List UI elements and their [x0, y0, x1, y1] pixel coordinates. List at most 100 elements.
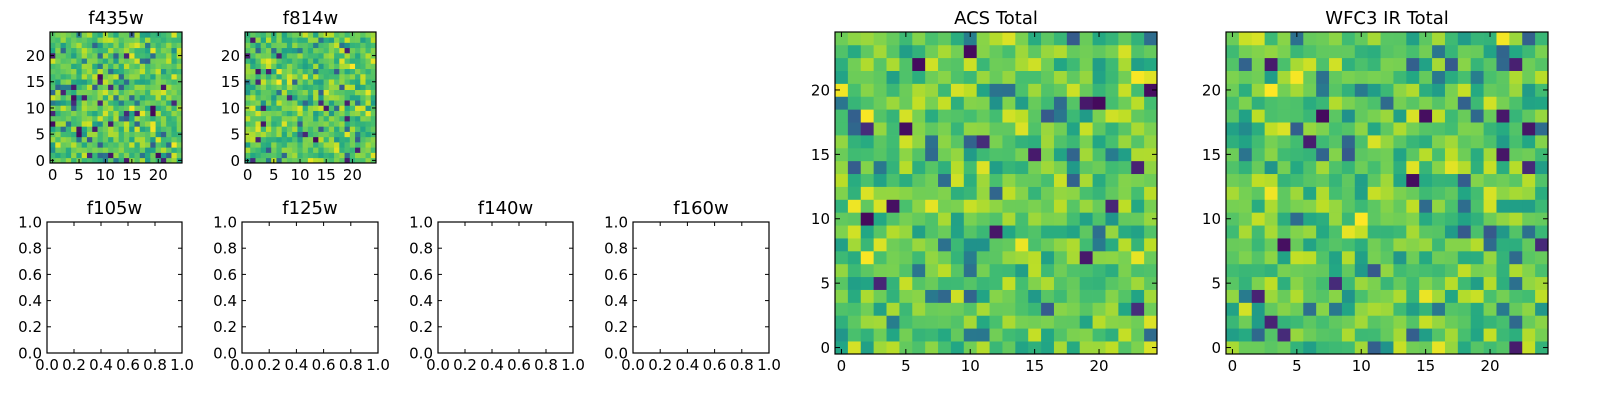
- heatmap-cell: [1079, 212, 1093, 226]
- heatmap-cell: [1277, 199, 1291, 213]
- heatmap-cell: [55, 121, 61, 127]
- x-tick-label: 1.0: [366, 356, 390, 374]
- heatmap-cell: [71, 121, 77, 127]
- heatmap-cell: [334, 32, 340, 38]
- heatmap-cell: [318, 131, 324, 138]
- heatmap-cell: [1354, 122, 1369, 136]
- heatmap-cell: [134, 42, 141, 49]
- heatmap-cell: [1053, 225, 1068, 239]
- heatmap-cell: [1535, 199, 1549, 213]
- heatmap-cell: [1496, 147, 1510, 162]
- heatmap-cell: [835, 147, 849, 162]
- heatmap-cell: [886, 32, 900, 46]
- heatmap-cell: [318, 32, 324, 38]
- heatmap-cell: [1131, 122, 1145, 136]
- heatmap-cell: [1264, 44, 1278, 59]
- heatmap-cell: [102, 73, 109, 80]
- heatmap-cell: [976, 70, 990, 84]
- heatmap-cell: [65, 89, 72, 96]
- heatmap-cell: [65, 152, 72, 159]
- heatmap-cell: [1015, 147, 1029, 162]
- axes-frame: [241, 221, 379, 354]
- heatmap-cell: [328, 105, 335, 111]
- heatmap-cell: [339, 68, 345, 75]
- heatmap-cell: [1393, 276, 1407, 290]
- heatmap-cell: [292, 58, 298, 64]
- heatmap-cell: [1066, 225, 1081, 239]
- heatmap-cell: [123, 121, 130, 127]
- heatmap-cell: [1432, 83, 1446, 97]
- heatmap-cell: [1303, 32, 1317, 46]
- heatmap-cell: [50, 37, 56, 43]
- heatmap-cell: [1264, 315, 1278, 329]
- heatmap-cell: [938, 302, 952, 316]
- heatmap-cell: [1393, 135, 1407, 149]
- heatmap-cell: [1329, 160, 1343, 175]
- heatmap-cell: [150, 152, 156, 159]
- heatmap-cell: [150, 131, 156, 138]
- heatmap-cell: [97, 110, 104, 117]
- heatmap-cell: [950, 147, 965, 162]
- heatmap-cell: [1277, 57, 1291, 71]
- heatmap-cell: [134, 63, 141, 70]
- heatmap-cell: [1393, 83, 1407, 97]
- heatmap-cell: [938, 212, 952, 226]
- heatmap-cell: [1303, 250, 1317, 265]
- heatmap-cell: [344, 47, 351, 54]
- heatmap-cell: [339, 58, 345, 64]
- heatmap-cell: [1002, 96, 1016, 110]
- heatmap-cell: [129, 63, 135, 70]
- heatmap-cell: [166, 89, 172, 96]
- heatmap-cell: [1457, 173, 1472, 187]
- heatmap-cell: [155, 115, 162, 122]
- heatmap-cell: [118, 147, 125, 153]
- heatmap-cell: [1483, 250, 1497, 265]
- x-tick-label: 0.2: [453, 356, 477, 374]
- heatmap-cell: [349, 42, 356, 49]
- heatmap-cell: [250, 68, 256, 75]
- heatmap-cell: [1341, 147, 1356, 162]
- heatmap-cell: [1496, 225, 1510, 239]
- heatmap-cell: [265, 52, 272, 59]
- heatmap-cell: [129, 37, 135, 43]
- heatmap-cell: [1393, 70, 1407, 84]
- heatmap-cell: [1432, 238, 1446, 252]
- heatmap-cell: [171, 142, 178, 148]
- heatmap-cell: [92, 131, 98, 138]
- heatmap-cell: [847, 238, 862, 252]
- heatmap-cell: [145, 94, 151, 101]
- heatmap-cell: [1131, 57, 1145, 71]
- heatmap-cell: [1238, 83, 1253, 97]
- heatmap-cell: [281, 32, 288, 38]
- heatmap-cell: [1028, 328, 1042, 342]
- heatmap-cell: [286, 89, 293, 96]
- heatmap-cell: [250, 42, 256, 49]
- heatmap-cell: [1354, 225, 1369, 239]
- heatmap-cell: [260, 131, 267, 138]
- heatmap-cell: [847, 32, 862, 46]
- heatmap-cell: [250, 79, 256, 85]
- heatmap-cell: [1470, 212, 1484, 226]
- heatmap-cell: [912, 315, 926, 329]
- heatmap-cell: [1118, 109, 1132, 123]
- heatmap-cell: [302, 136, 309, 143]
- heatmap-cell: [1079, 263, 1093, 278]
- heatmap-cell: [1028, 32, 1042, 46]
- heatmap-cell: [1483, 341, 1497, 355]
- heatmap-cell: [81, 147, 88, 153]
- heatmap-cell: [370, 32, 377, 38]
- heatmap-cell: [1092, 212, 1106, 226]
- heatmap-cell: [1053, 57, 1068, 71]
- heatmap-cell: [171, 68, 178, 75]
- heatmap-cell: [323, 105, 330, 111]
- heatmap-cell: [139, 147, 146, 153]
- heatmap-cell: [1238, 276, 1253, 290]
- heatmap-cell: [1264, 250, 1278, 265]
- heatmap-cell: [1329, 109, 1343, 123]
- heatmap-cell: [370, 37, 377, 43]
- heatmap-cell: [334, 63, 340, 70]
- heatmap-cell: [334, 136, 340, 143]
- heatmap-cell: [938, 160, 952, 175]
- heatmap-cell: [50, 47, 56, 54]
- heatmap-cell: [886, 289, 900, 303]
